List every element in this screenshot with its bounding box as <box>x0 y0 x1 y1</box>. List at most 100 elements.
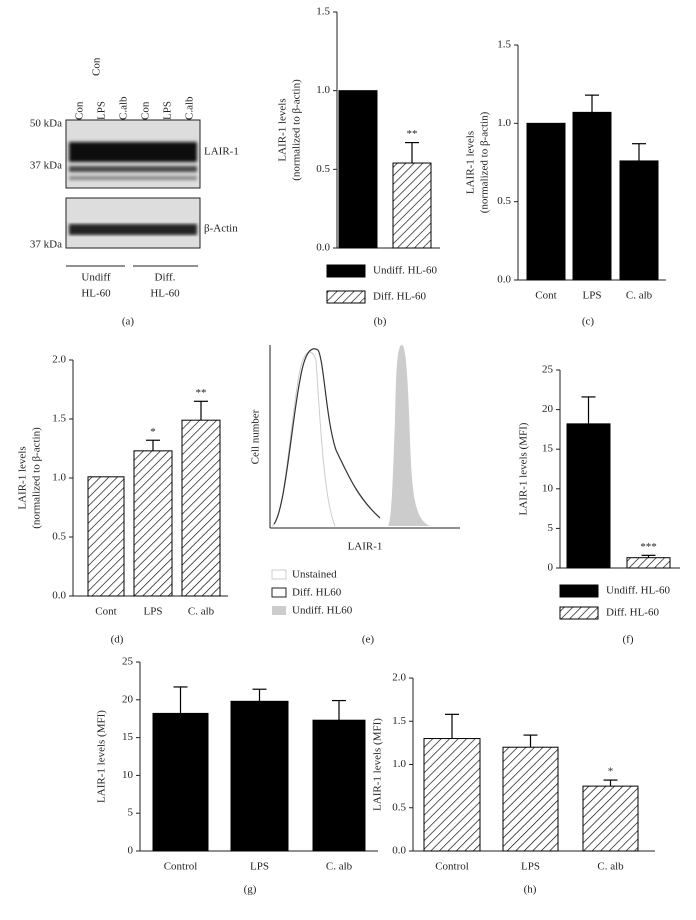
significance: ** <box>196 387 207 399</box>
bar <box>312 719 366 852</box>
legend-label: Undiff. HL-60 <box>373 265 437 277</box>
lane-label: C.alb <box>118 96 130 120</box>
bar <box>619 160 659 281</box>
y-tick-label: 0.5 <box>316 163 330 175</box>
bar <box>133 450 173 597</box>
lane-labels: Con LPS C.alb Con LPS C.alb <box>74 96 196 120</box>
band-label: LAIR-1 <box>204 146 239 158</box>
y-axis-label: LAIR-1 levels <box>465 131 477 194</box>
panel-label: (a) <box>122 316 135 328</box>
y-tick-label: 1.5 <box>392 715 406 727</box>
y-tick-label: 10 <box>122 769 134 781</box>
legend-label: Undiff. HL-60 <box>606 585 670 597</box>
panel-label: (b) <box>374 316 387 328</box>
lane-label: LPS <box>162 101 174 120</box>
y-tick-label: 5 <box>128 807 134 819</box>
y-tick-label: 15 <box>122 731 134 743</box>
x-tick-label: C. alb <box>597 861 624 873</box>
significance: * <box>150 426 156 438</box>
y-tick-label: 1.0 <box>316 84 330 96</box>
y-tick-label: 0.5 <box>52 531 66 543</box>
significance: *** <box>640 541 657 553</box>
legend-swatch <box>271 569 287 580</box>
x-tick-label: LPS <box>521 861 540 873</box>
y-tick-label: 0.0 <box>316 242 330 254</box>
x-axis-label: LAIR-1 <box>348 541 383 553</box>
blot-bands <box>69 142 197 180</box>
panel-label: (h) <box>524 884 537 896</box>
blot-box <box>65 197 201 249</box>
bar <box>502 746 559 852</box>
y-tick-label: 0.0 <box>497 274 511 286</box>
y-tick-label: 0.5 <box>497 195 511 207</box>
x-tick-label: Control <box>435 861 469 873</box>
significance: * <box>608 766 614 778</box>
y-tick-label: 0 <box>128 845 134 857</box>
bar <box>572 111 612 281</box>
band-label: β-Actin <box>204 223 238 235</box>
x-tick-label: LPS <box>583 290 602 302</box>
legend-label: Diff. HL-60 <box>373 291 426 303</box>
panel-label: (e) <box>362 634 375 646</box>
marker-label: 37 kDa <box>30 239 62 251</box>
marker-label: 37 kDa <box>30 160 62 172</box>
y-tick-label: 1.5 <box>52 413 66 425</box>
bar <box>392 162 432 249</box>
y-axis-label: (normalized to β-actin) <box>291 79 303 181</box>
blot-panel: Con Con LPS C.alb Con LPS C.alb 50 kDa 3… <box>30 57 239 327</box>
bar <box>626 557 671 569</box>
y-tick-label: 1.0 <box>392 758 406 770</box>
x-tick-label: Cont <box>95 606 116 618</box>
bar <box>181 419 221 597</box>
group-label: Undiff <box>81 272 110 284</box>
y-axis-label: LAIR-1 levels (MFI) <box>372 718 384 811</box>
y-tick-label: 5 <box>548 522 554 534</box>
y-tick-label: 15 <box>542 443 554 455</box>
y-tick-label: 0.0 <box>52 590 66 602</box>
y-axis-label: LAIR-1 levels <box>17 446 29 509</box>
y-tick-label: 1.0 <box>497 117 511 129</box>
y-axis-label: Cell number <box>250 409 262 464</box>
legend-swatch <box>559 584 599 598</box>
x-tick-label: C. alb <box>326 861 353 873</box>
legend-swatch <box>326 264 366 278</box>
lane-label: Con <box>74 101 86 120</box>
legend-swatch <box>326 290 366 304</box>
group-label: Diff. <box>155 272 176 284</box>
legend-swatch <box>271 587 287 598</box>
panel-label: (g) <box>244 884 257 896</box>
legend-swatch <box>559 606 599 620</box>
y-tick-label: 2.0 <box>392 672 406 684</box>
panel-label: (f) <box>623 634 634 646</box>
marker-label: 50 kDa <box>30 118 62 130</box>
y-tick-label: 0 <box>548 562 554 574</box>
legend-label: Unstained <box>292 569 337 581</box>
histogram-undiff <box>388 345 430 526</box>
lane-label: Con <box>140 101 152 120</box>
y-tick-label: 0.0 <box>392 845 406 857</box>
histogram-diff <box>273 348 381 525</box>
y-tick-label: 20 <box>122 693 134 705</box>
bar <box>230 700 289 852</box>
y-axis-label: (normalized to β-actin) <box>31 427 43 529</box>
y-tick-label: 25 <box>542 364 554 376</box>
lane-label: C.alb <box>184 96 196 120</box>
y-tick-label: 25 <box>122 656 134 668</box>
bar <box>152 712 209 852</box>
bar <box>526 122 566 281</box>
x-tick-label: C. alb <box>626 290 653 302</box>
y-axis-label: LAIR-1 levels <box>277 98 289 161</box>
y-tick-label: 1.0 <box>52 472 66 484</box>
y-axis-label: (normalized to β-actin) <box>479 111 491 213</box>
group-label: HL-60 <box>150 288 180 300</box>
bar <box>582 785 639 852</box>
y-tick-label: 0.5 <box>392 801 406 813</box>
bar <box>423 738 481 852</box>
blot-bands <box>69 224 197 235</box>
y-axis-label: LAIR-1 levels (MFI) <box>518 422 530 515</box>
legend-label: Diff. HL-60 <box>606 607 659 619</box>
legend-label: Diff. HL60 <box>292 587 342 599</box>
bar <box>566 423 611 569</box>
lane-label: LPS <box>96 101 108 120</box>
